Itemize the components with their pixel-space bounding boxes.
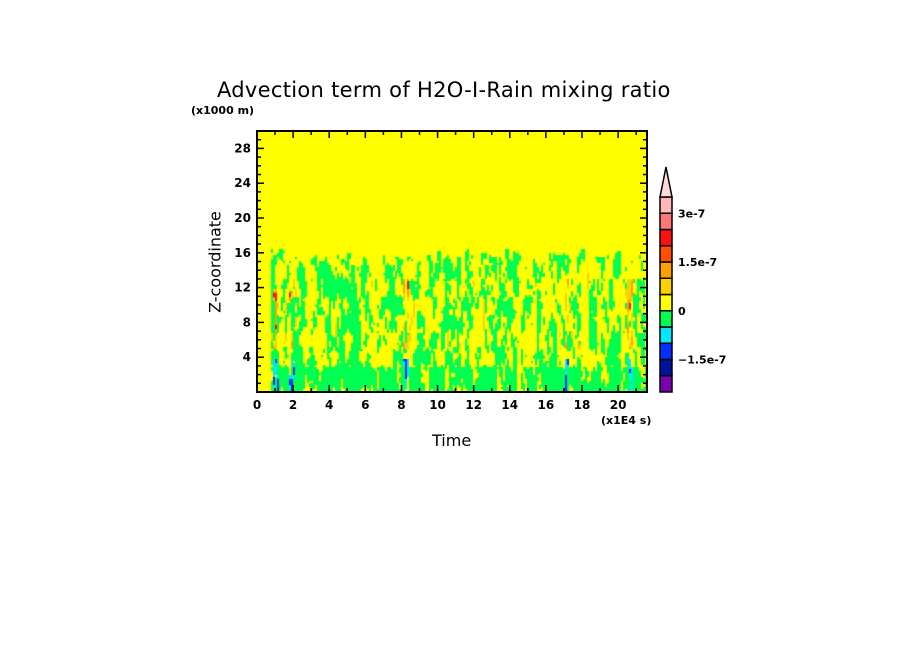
colorbar-bin [659,310,673,328]
colorbar-label: −1.5e-7 [678,354,726,367]
colorbar-bin [659,245,673,263]
colorbar-bin [659,293,673,312]
colorbar-bin [659,196,673,214]
x-axis-label: Time [432,431,472,450]
plot-frame [256,130,648,393]
chart-title: Advection term of H2O-I-Rain mixing rati… [217,78,671,102]
x-axis-unit: (x1E4 s) [601,414,652,427]
y-tick-label: 20 [234,211,251,225]
x-tick-label: 8 [397,398,405,412]
x-tick-label: 0 [253,398,261,412]
colorbar-bin [659,342,673,361]
y-tick-label: 8 [243,315,251,329]
y-tick-label: 28 [234,141,251,155]
y-tick-label: 12 [234,281,251,295]
x-tick-label: 16 [538,398,555,412]
colorbar-label: 3e-7 [678,207,705,220]
y-tick-label: 24 [234,176,251,190]
colorbar-bin [659,228,673,247]
heatmap-field [257,131,647,392]
colorbar-bin [659,375,673,393]
x-tick-label: 10 [429,398,446,412]
colorbar-bin [659,261,673,279]
x-tick-label: 2 [289,398,297,412]
colorbar-label: 1.5e-7 [678,256,717,269]
x-tick-label: 6 [361,398,369,412]
y-tick-label: 4 [243,350,251,364]
y-tick-label: 16 [234,246,251,260]
x-tick-label: 20 [610,398,627,412]
colorbar-bin [659,326,673,344]
x-tick-label: 4 [325,398,333,412]
colorbar-extend-triangle [659,166,673,198]
colorbar-bin [659,277,673,296]
colorbar-bin [659,212,673,231]
colorbar-label: 0 [678,305,686,318]
colorbar-bin [659,358,673,377]
x-tick-label: 12 [465,398,482,412]
y-axis-unit: (x1000 m) [191,104,255,117]
x-tick-label: 18 [574,398,591,412]
x-tick-label: 14 [501,398,518,412]
